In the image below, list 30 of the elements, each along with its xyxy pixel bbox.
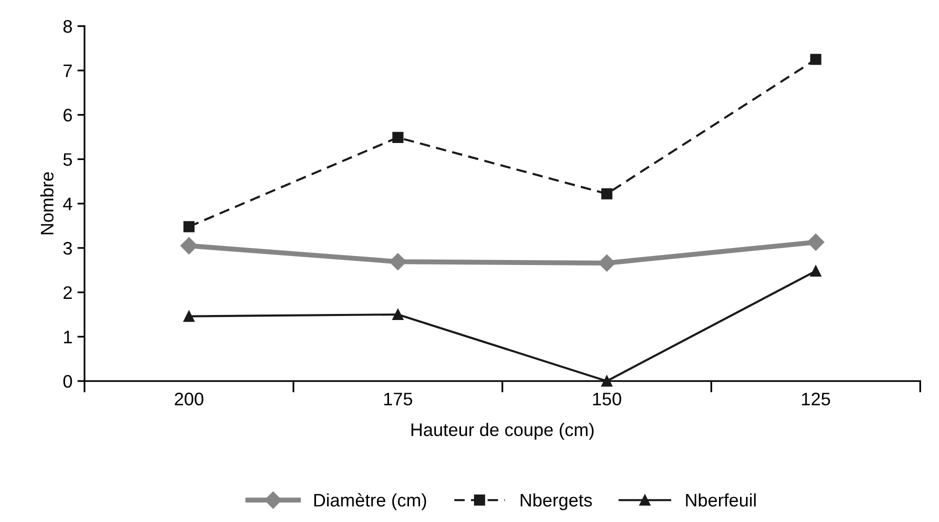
x-tick-label: 200 — [174, 392, 204, 406]
point — [392, 132, 404, 144]
x-axis-title: Hauteur de coupe (cm) — [412, 422, 594, 440]
point — [183, 310, 195, 322]
y-tick-label: 2 — [64, 286, 72, 299]
x-tick-label: 150 — [593, 392, 622, 406]
y-tick-label: 0 — [63, 374, 72, 388]
y-tick-label: 7 — [64, 64, 72, 78]
point — [601, 188, 612, 200]
x-tick-label: 125 — [802, 392, 830, 406]
y-tick-label: 5 — [63, 153, 72, 166]
x-tick-label: 175 — [384, 392, 412, 406]
y-tick-label: 4 — [63, 198, 72, 210]
y-tick-label: 1 — [64, 330, 72, 344]
point — [180, 237, 198, 254]
point — [810, 54, 822, 65]
point — [389, 253, 406, 270]
y-axis-title: Nombre — [40, 172, 54, 234]
point — [807, 234, 824, 251]
legend-label: Nbergets — [520, 493, 592, 510]
point — [392, 308, 404, 320]
legend-label: Nberfeuil — [686, 493, 756, 507]
y-tick-label: 6 — [64, 108, 72, 122]
point — [598, 254, 616, 272]
point — [183, 221, 195, 232]
point — [601, 376, 612, 387]
y-tick-label: 3 — [63, 242, 72, 255]
point — [810, 265, 822, 277]
legend-label: Diamètre (cm) — [314, 493, 426, 510]
y-tick-label: 8 — [63, 20, 72, 33]
